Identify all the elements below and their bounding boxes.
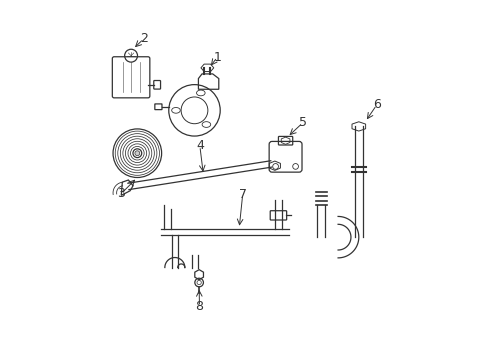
Circle shape [135,151,140,156]
Text: 7: 7 [238,188,246,201]
Circle shape [133,149,142,158]
Text: 6: 6 [372,99,380,112]
Text: 8: 8 [195,300,203,313]
Text: 2: 2 [140,32,147,45]
Text: 4: 4 [196,139,203,152]
Text: 5: 5 [298,116,306,129]
Text: 3: 3 [117,187,125,200]
Text: 1: 1 [213,51,221,64]
